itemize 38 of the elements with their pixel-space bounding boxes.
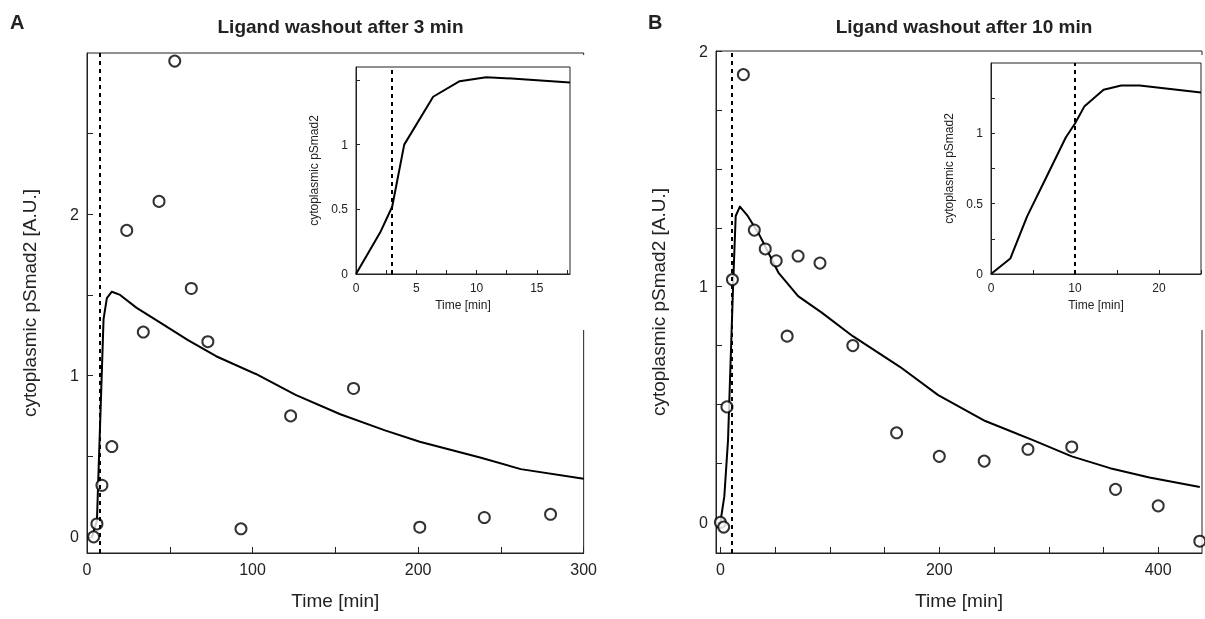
x-axis-title: Time [min] [915, 590, 1003, 611]
x-tick-label: 15 [530, 281, 544, 295]
y-tick-label: 0 [341, 267, 349, 281]
x-tick-label: 0 [715, 560, 725, 578]
y-tick-label: 1 [70, 367, 80, 385]
y-tick-label: 2 [699, 42, 709, 60]
x-tick-label: 300 [570, 560, 598, 578]
x-axis-title: Time [min] [435, 297, 491, 312]
y-tick-label: 0 [699, 513, 709, 531]
y-tick-label: 1 [341, 137, 349, 152]
x-tick-label: 10 [1068, 281, 1082, 295]
x-tick-label: 400 [1144, 560, 1172, 578]
x-axis-title: Time [min] [291, 590, 380, 611]
y-axis-title: cytoplasmic pSmad2 [307, 114, 322, 226]
x-tick-label: 20 [1152, 281, 1166, 295]
x-tick-label: 200 [404, 560, 432, 578]
y-axis-title: cytoplasmic pSmad2 [942, 112, 957, 224]
x-tick-label: 10 [469, 281, 484, 295]
y-axis-title: cytoplasmic pSmad2 [A.U.] [19, 188, 40, 418]
x-tick-label: 5 [412, 281, 420, 295]
x-axis-title: Time [min] [1068, 297, 1124, 312]
y-tick-label: 1 [699, 278, 709, 296]
y-tick-label: 0 [976, 267, 984, 281]
x-tick-label: 200 [925, 560, 953, 578]
y-tick-label: 2 [70, 205, 80, 223]
y-tick-label: 1 [976, 126, 984, 141]
x-tick-label: 0 [82, 560, 92, 578]
x-tick-label: 100 [239, 560, 266, 578]
chart-title: Ligand washout after 3 min [217, 16, 464, 37]
x-tick-label: 0 [352, 281, 360, 295]
x-tick-label: 0 [987, 281, 995, 295]
y-tick-label: 0 [70, 528, 80, 546]
y-axis-title: cytoplasmic pSmad2 [A.U.] [648, 187, 669, 417]
chart-title: Ligand washout after 10 min [835, 16, 1093, 37]
text: A [10, 11, 25, 33]
y-tick-label: 0.5 [331, 202, 349, 217]
y-tick-label: 0.5 [966, 196, 984, 211]
text: B [648, 11, 663, 33]
